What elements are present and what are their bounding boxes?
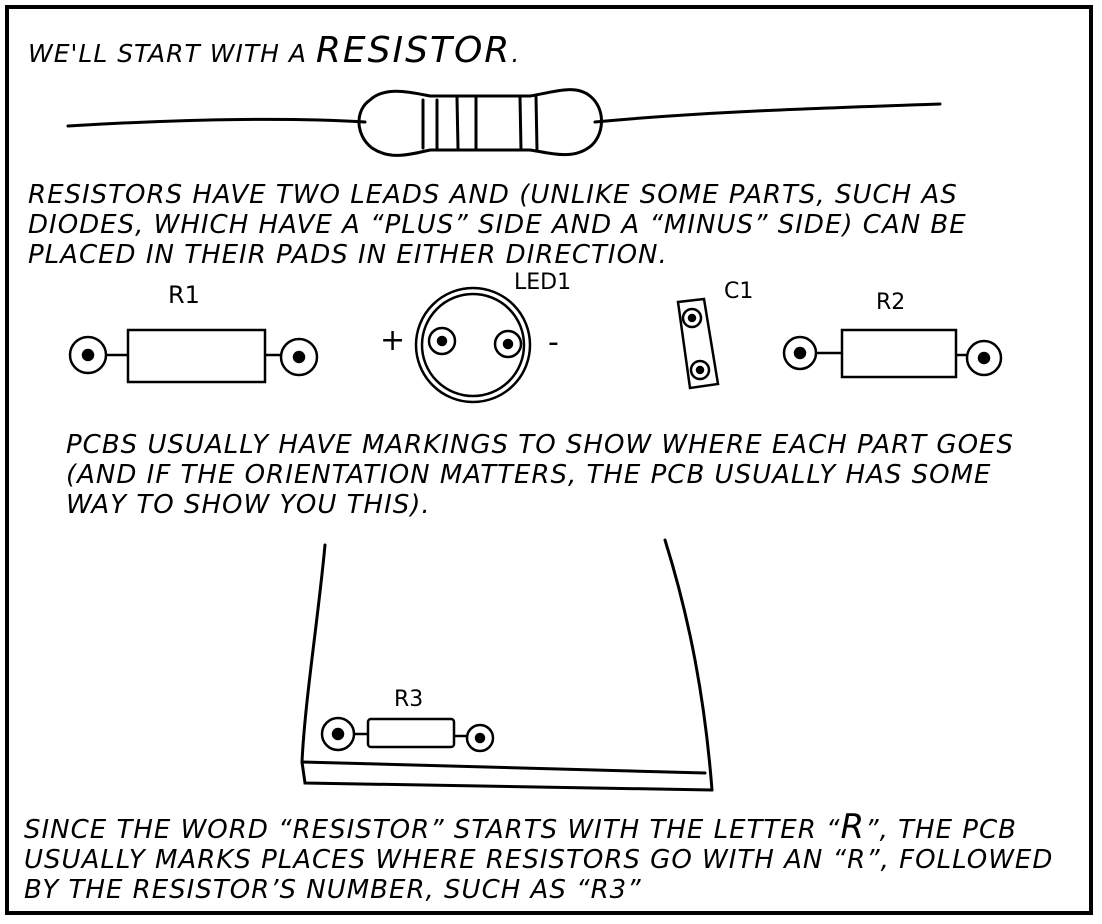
silkscreen-label-r3: R3 — [394, 687, 423, 712]
resistor-illustration — [66, 88, 942, 157]
silkscreen-label-led1: LED1 — [514, 270, 571, 295]
caption-intro-emphasis: RESISTOR — [315, 30, 512, 71]
caption-intro-text: WE'LL START WITH A — [28, 39, 316, 68]
resistor-footprint-r1 — [68, 328, 319, 384]
caption-r-letter: SINCE THE WORD “RESISTOR” STARTS WITH TH… — [24, 810, 1084, 905]
resistor-footprint-r2 — [782, 328, 1003, 379]
silkscreen-label-r2: R2 — [876, 290, 905, 315]
silkscreen-label-r1: R1 — [168, 281, 200, 309]
led-minus-mark: - — [548, 325, 559, 360]
silkscreen-label-c1: C1 — [724, 279, 753, 304]
caption-leads: RESISTORS HAVE TWO LEADS AND (UNLIKE SOM… — [28, 180, 967, 270]
caption-markings: PCBS USUALLY HAVE MARKINGS TO SHOW WHERE… — [66, 430, 1014, 520]
caption-intro: WE'LL START WITH A RESISTOR. — [28, 30, 520, 71]
caption-intro-period: . — [511, 39, 521, 68]
capacitor-footprint-c1 — [676, 297, 720, 390]
caption-r-letter-start: SINCE THE WORD “RESISTOR” STARTS WITH TH… — [24, 815, 841, 845]
caption-r-letter-emphasis: R — [840, 807, 866, 847]
pcb-board — [300, 538, 714, 792]
led-plus-mark: + — [380, 323, 405, 358]
resistor-footprint-r3 — [320, 716, 495, 753]
caption-r-letter-end: ”, THE PCB USUALLY MARKS PLACES WHERE RE… — [24, 815, 1054, 905]
comic-panel — [5, 5, 1093, 915]
led-footprint — [414, 286, 532, 404]
